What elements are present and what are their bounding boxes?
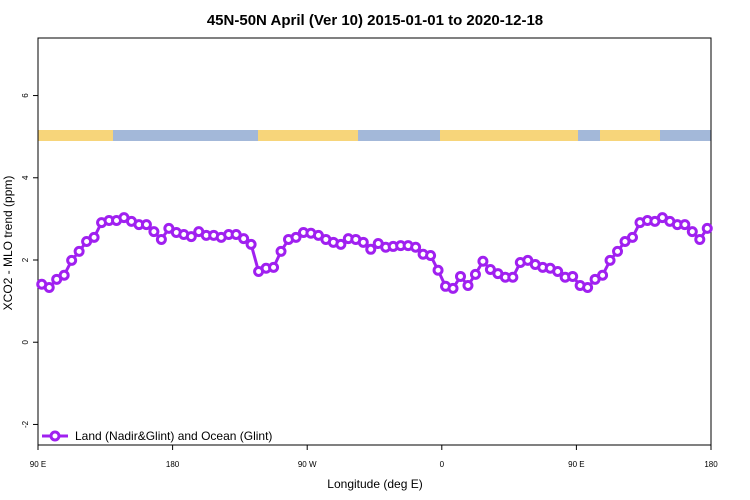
point (357, 236, 369, 248)
y-tick-label: 4 (21, 175, 30, 180)
point (679, 219, 691, 231)
point (155, 233, 167, 245)
y-tick-label: -2 (21, 420, 30, 428)
point (552, 266, 564, 278)
point (73, 245, 85, 257)
point (477, 255, 489, 267)
point (567, 270, 579, 282)
chart-title: 45N-50N April (Ver 10) 2015-01-01 to 202… (207, 12, 543, 29)
point (507, 271, 519, 283)
y-axis-label: XCO2 - MLO trend (ppm) (1, 176, 15, 311)
point (43, 282, 55, 294)
point (140, 219, 152, 231)
land-ocean-strip (38, 130, 711, 141)
legend: Land (Nadir&Glint) and Ocean (Glint) (42, 429, 272, 443)
point (275, 245, 287, 257)
point (604, 254, 616, 266)
legend-marker (49, 430, 61, 442)
y-tick-label: 2 (21, 257, 30, 262)
point (58, 269, 70, 281)
point (462, 279, 474, 291)
x-tick-label: 90 E (568, 460, 584, 469)
x-tick-label: 90 W (298, 460, 317, 469)
point (290, 231, 302, 243)
point (447, 282, 459, 294)
y-tick-label: 0 (21, 339, 30, 344)
x-tick-label: 0 (440, 460, 445, 469)
point (238, 233, 250, 245)
point (626, 231, 638, 243)
point (66, 254, 78, 266)
point (335, 238, 347, 250)
point (410, 241, 422, 253)
plot-frame (37, 37, 712, 446)
point (701, 222, 713, 234)
point (582, 282, 594, 294)
point (425, 249, 437, 261)
y-tick-label: 6 (21, 93, 30, 98)
point (686, 226, 698, 238)
point (454, 270, 466, 282)
x-tick-label: 180 (704, 460, 718, 469)
point (148, 226, 160, 238)
x-axis-label: Longitude (deg E) (327, 477, 422, 491)
x-tick-label: 90 E (30, 460, 46, 469)
point (694, 233, 706, 245)
point (597, 269, 609, 281)
point (469, 268, 481, 280)
point (245, 238, 257, 250)
legend-label: Land (Nadir&Glint) and Ocean (Glint) (75, 429, 272, 443)
point (268, 261, 280, 273)
point (88, 231, 100, 243)
x-tick-label: 180 (166, 460, 180, 469)
point (185, 231, 197, 243)
point (432, 264, 444, 276)
point (612, 245, 624, 257)
point (365, 243, 377, 255)
